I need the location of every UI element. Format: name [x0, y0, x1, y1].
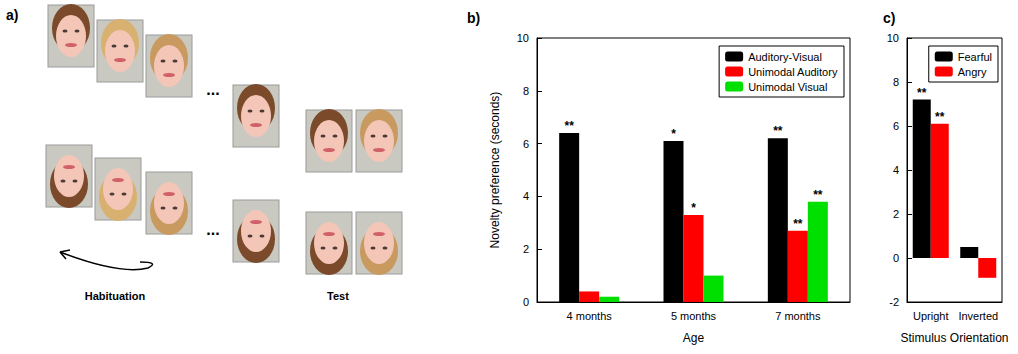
svg-text:0: 0: [893, 252, 899, 264]
svg-text:4: 4: [893, 164, 899, 176]
svg-text:a): a): [6, 7, 18, 23]
svg-text:Upright: Upright: [913, 310, 948, 322]
svg-text:**: **: [917, 86, 927, 100]
svg-text:2: 2: [893, 208, 899, 220]
svg-text:**: **: [935, 110, 945, 124]
svg-text:0: 0: [523, 296, 529, 308]
svg-text:**: **: [773, 124, 783, 138]
svg-text:Auditory-Visual: Auditory-Visual: [748, 51, 822, 63]
svg-text:10: 10: [517, 32, 529, 44]
svg-text:8: 8: [893, 76, 899, 88]
svg-text:**: **: [793, 217, 803, 231]
svg-text:Angry: Angry: [958, 66, 987, 78]
svg-text:*: *: [671, 127, 676, 141]
svg-text:6: 6: [893, 120, 899, 132]
svg-text:5 months: 5 months: [671, 310, 717, 322]
svg-text:...: ...: [206, 221, 219, 238]
svg-text:8: 8: [523, 85, 529, 97]
svg-text:7 months: 7 months: [775, 310, 821, 322]
svg-text:Unimodal Auditory: Unimodal Auditory: [748, 66, 838, 78]
svg-text:-2: -2: [889, 296, 899, 308]
svg-text:**: **: [564, 119, 574, 133]
svg-text:**: **: [813, 188, 823, 202]
svg-text:Inverted: Inverted: [958, 310, 998, 322]
svg-text:c): c): [883, 10, 895, 26]
svg-text:4 months: 4 months: [567, 310, 613, 322]
svg-text:Test: Test: [327, 290, 349, 302]
svg-text:Habituation: Habituation: [85, 290, 146, 302]
svg-text:*: *: [691, 201, 696, 215]
svg-text:Unimodal Visual: Unimodal Visual: [748, 81, 827, 93]
svg-text:Novelty preference (seconds): Novelty preference (seconds): [488, 92, 502, 249]
svg-text:Fearful: Fearful: [958, 51, 992, 63]
svg-text:4: 4: [523, 190, 529, 202]
svg-text:b): b): [467, 10, 480, 26]
svg-text:10: 10: [887, 32, 899, 44]
svg-text:...: ...: [206, 81, 219, 98]
svg-text:Stimulus Orientation: Stimulus Orientation: [900, 331, 1008, 345]
svg-text:Age: Age: [683, 331, 705, 345]
svg-text:2: 2: [523, 243, 529, 255]
svg-text:6: 6: [523, 138, 529, 150]
